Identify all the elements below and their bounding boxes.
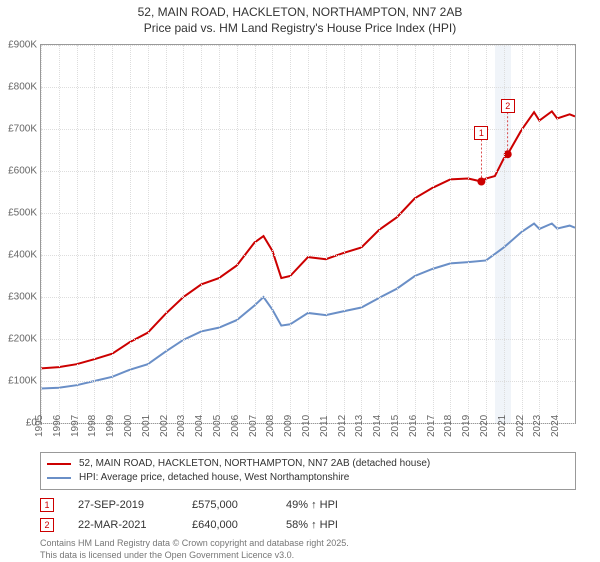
x-axis-label: 2008 [261,415,276,437]
x-axis-label: 2006 [226,415,241,437]
x-axis-label: 2016 [404,415,419,437]
x-axis-label: 1996 [48,415,63,437]
x-axis-label: 1995 [30,415,45,437]
sale-id-box: 1 [40,498,54,512]
marker-label: 2 [501,99,515,113]
gridline-v [450,45,451,423]
footer: Contains HM Land Registry data © Crown c… [40,538,576,561]
x-axis-label: 2021 [493,415,508,437]
gridline-v [183,45,184,423]
x-axis-label: 2007 [243,415,258,437]
x-axis-label: 2000 [119,415,134,437]
gridline-v [148,45,149,423]
y-axis-label: £400K [8,250,41,261]
legend: 52, MAIN ROAD, HACKLETON, NORTHAMPTON, N… [40,452,576,490]
sale-row: 127-SEP-2019£575,00049% ↑ HPI [40,498,576,512]
x-axis-label: 2015 [386,415,401,437]
gridline-v [433,45,434,423]
chart-area: £0£100K£200K£300K£400K£500K£600K£700K£80… [40,44,576,424]
y-axis-label: £500K [8,208,41,219]
title-line-2: Price paid vs. HM Land Registry's House … [0,20,600,36]
gridline-v [522,45,523,423]
y-axis-label: £700K [8,124,41,135]
sales-table: 127-SEP-2019£575,00049% ↑ HPI222-MAR-202… [40,498,576,532]
sale-row: 222-MAR-2021£640,00058% ↑ HPI [40,518,576,532]
x-axis-label: 2001 [137,415,152,437]
gridline-v [361,45,362,423]
gridline-v [219,45,220,423]
y-axis-label: £900K [8,40,41,51]
gridline-v [272,45,273,423]
gridline-v [344,45,345,423]
sale-diff: 49% ↑ HPI [286,499,338,511]
gridline-v [397,45,398,423]
gridline-v [557,45,558,423]
marker-label: 1 [474,126,488,140]
x-axis-label: 2009 [279,415,294,437]
y-axis-label: £800K [8,82,41,93]
x-axis-label: 2024 [546,415,561,437]
gridline-v [308,45,309,423]
footer-line-1: Contains HM Land Registry data © Crown c… [40,538,576,550]
title-line-1: 52, MAIN ROAD, HACKLETON, NORTHAMPTON, N… [0,4,600,20]
y-axis-label: £100K [8,376,41,387]
x-axis-label: 2010 [297,415,312,437]
gridline-v [201,45,202,423]
x-axis-label: 2013 [350,415,365,437]
legend-row: HPI: Average price, detached house, West… [47,471,569,485]
x-axis-label: 2005 [208,415,223,437]
x-axis-label: 2020 [475,415,490,437]
gridline-v [326,45,327,423]
gridline-v [237,45,238,423]
y-axis-label: £600K [8,166,41,177]
gridline-v [379,45,380,423]
x-axis-label: 2012 [332,415,347,437]
legend-swatch [47,463,71,465]
x-axis-label: 1998 [83,415,98,437]
x-axis-label: 2019 [457,415,472,437]
gridline-v [130,45,131,423]
legend-label: 52, MAIN ROAD, HACKLETON, NORTHAMPTON, N… [79,457,430,471]
gridline-v [59,45,60,423]
sale-diff: 58% ↑ HPI [286,519,338,531]
sale-id-box: 2 [40,518,54,532]
x-axis-label: 2011 [315,416,330,438]
x-axis-label: 2022 [510,415,525,437]
gridline-v [290,45,291,423]
gridline-v [415,45,416,423]
sale-price: 27-SEP-2019 [78,499,168,511]
gridline-v [468,45,469,423]
y-axis-label: £300K [8,292,41,303]
legend-row: 52, MAIN ROAD, HACKLETON, NORTHAMPTON, N… [47,457,569,471]
gridline-v [112,45,113,423]
gridline-v [255,45,256,423]
x-axis-label: 1999 [101,415,116,437]
x-axis-label: 2014 [368,415,383,437]
legend-label: HPI: Average price, detached house, West… [79,471,349,485]
gridline-v [41,45,42,423]
x-axis-label: 1997 [65,415,80,437]
legend-swatch [47,477,71,479]
x-axis-label: 2023 [528,415,543,437]
y-axis-label: £200K [8,334,41,345]
gridline-v [539,45,540,423]
x-axis-label: 2003 [172,415,187,437]
x-axis-label: 2017 [421,415,436,437]
sale-price: 22-MAR-2021 [78,519,168,531]
gridline-v [77,45,78,423]
x-axis-label: 2004 [190,415,205,437]
gridline-v [94,45,95,423]
gridline-v [486,45,487,423]
gridline-v [166,45,167,423]
x-axis-label: 2018 [439,415,454,437]
title-block: 52, MAIN ROAD, HACKLETON, NORTHAMPTON, N… [0,0,600,38]
x-axis-label: 2002 [154,415,169,437]
